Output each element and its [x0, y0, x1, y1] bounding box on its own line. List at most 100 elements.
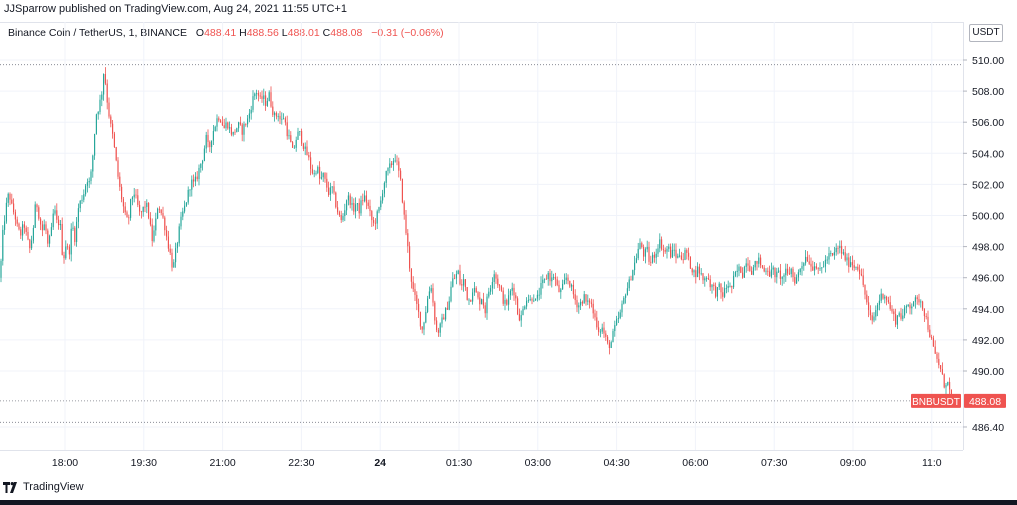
candle-body: [662, 249, 664, 251]
candle-body: [182, 211, 184, 217]
symbol-name: Binance Coin / TetherUS, 1, BINANCE: [8, 27, 187, 39]
x-tick-label: 09:00: [840, 457, 866, 469]
candle-body: [437, 329, 439, 333]
candle-body: [518, 313, 520, 321]
candle-body: [853, 265, 855, 268]
candle-body: [686, 250, 688, 253]
candle-body: [452, 278, 454, 287]
candle-body: [391, 163, 393, 165]
candle-body: [374, 222, 376, 224]
candle-body: [788, 273, 790, 275]
candle-body: [434, 302, 436, 321]
candle-body: [119, 176, 121, 187]
candle-body: [108, 102, 110, 117]
candle-body: [526, 300, 528, 307]
candle-body: [824, 259, 826, 267]
candle-body: [70, 228, 72, 255]
candle-body: [304, 146, 306, 149]
candle-body: [328, 187, 330, 195]
candle-body: [180, 216, 182, 227]
candle-body: [599, 331, 601, 333]
candle-body: [432, 288, 434, 303]
candle-body: [576, 300, 578, 308]
candle-body: [302, 143, 304, 149]
candle-body: [535, 298, 537, 301]
candle-body: [893, 311, 895, 315]
candle-body: [738, 266, 740, 271]
candle-body: [137, 195, 139, 205]
candle-body: [632, 270, 634, 280]
candle-body: [248, 113, 250, 119]
candle-body: [751, 270, 753, 275]
candle-body: [506, 299, 508, 305]
candle-body: [684, 250, 686, 260]
candle-body: [47, 230, 49, 244]
candle-body: [630, 279, 632, 281]
candle-body: [221, 122, 223, 126]
candle-body: [342, 216, 344, 220]
candle-body: [612, 331, 614, 343]
candle-body: [695, 270, 697, 278]
candle-body: [443, 317, 445, 320]
candle-body: [230, 127, 232, 135]
candle-body: [711, 284, 713, 288]
candle-body: [787, 268, 789, 274]
candle-body: [333, 186, 335, 193]
currency-button[interactable]: USDT: [969, 24, 1003, 42]
candle-body: [844, 252, 846, 261]
candle-body: [801, 266, 803, 269]
candle-body: [9, 193, 11, 200]
candle-body: [817, 268, 819, 270]
candle-body: [106, 83, 108, 103]
candle-body: [358, 203, 360, 214]
candle-body: [655, 253, 657, 258]
candle-body: [270, 92, 272, 107]
candle-body: [81, 199, 83, 201]
candle-body: [693, 270, 695, 273]
candle-body: [164, 217, 166, 231]
candle-body: [832, 253, 834, 256]
candle-body: [320, 177, 322, 179]
candle-body: [909, 304, 911, 309]
candle-body: [880, 293, 882, 301]
candle-body: [418, 303, 420, 312]
candle-body: [454, 278, 456, 280]
candle-body: [142, 206, 144, 213]
candle-body: [900, 313, 902, 319]
candle-body: [778, 270, 780, 272]
candle-body: [295, 139, 297, 148]
candle-body: [455, 274, 457, 279]
candle-body: [394, 160, 396, 162]
candle-body: [77, 208, 79, 222]
candle-body: [86, 182, 88, 186]
candle-body: [360, 200, 362, 214]
candle-body: [779, 270, 781, 279]
candle-body: [133, 194, 135, 198]
candle-body: [594, 313, 596, 318]
candle-body: [185, 202, 187, 206]
candle-body: [869, 310, 871, 316]
candle-body: [700, 273, 702, 275]
x-tick-label: 22:30: [288, 457, 314, 469]
chart-grid: [0, 22, 964, 451]
candle-body: [344, 210, 346, 217]
candle-body: [225, 122, 227, 129]
close-value: 488.08: [330, 27, 363, 39]
candle-body: [814, 266, 816, 271]
candle-body: [423, 322, 425, 330]
candle-body: [63, 254, 65, 259]
candle-body: [173, 262, 175, 268]
candle-body: [558, 284, 560, 293]
tradingview-brand[interactable]: TradingView: [3, 481, 84, 493]
candle-body: [875, 310, 877, 317]
candle-body: [76, 221, 78, 243]
candle-body: [311, 168, 313, 174]
time-axis: 18:00 19:30 21:00 22:30 24 01:30 03:00 04:30 06:…: [52, 457, 942, 469]
candle-body: [277, 116, 279, 117]
candle-body: [401, 179, 403, 203]
candle-body: [765, 270, 767, 272]
tradingview-logo-icon: [3, 481, 17, 493]
candle-body: [932, 338, 934, 347]
candle-body: [239, 122, 241, 125]
